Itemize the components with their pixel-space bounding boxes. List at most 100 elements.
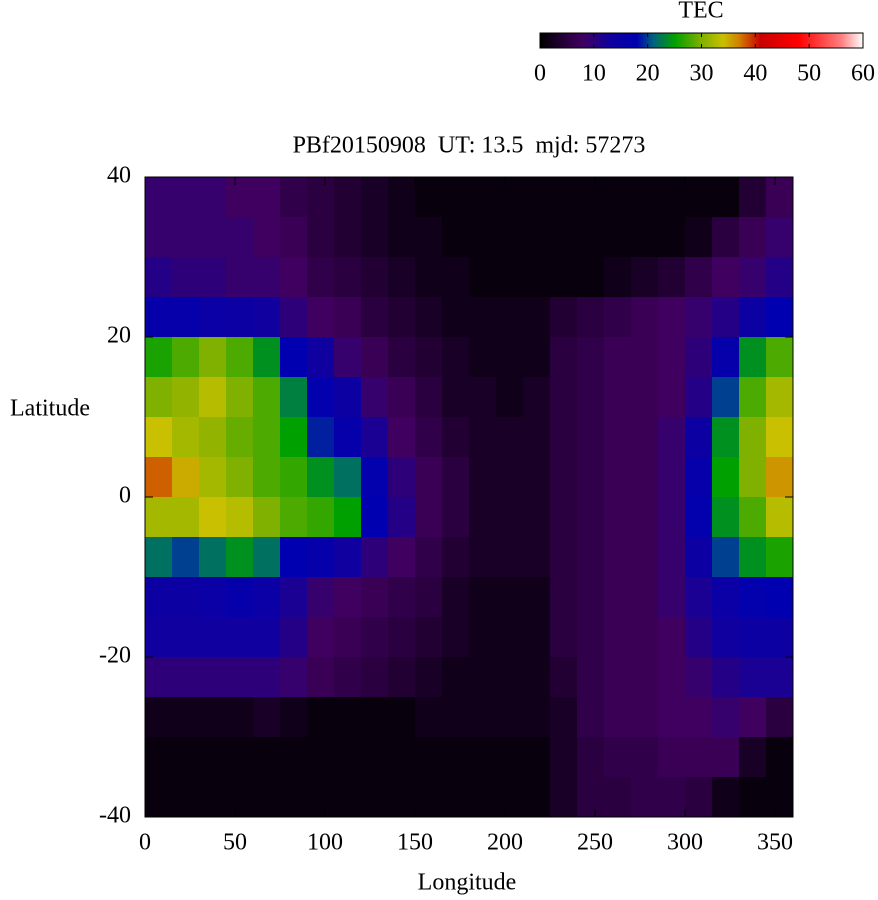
- heat-cell: [226, 417, 254, 458]
- heat-cell: [496, 737, 524, 778]
- heat-cell: [226, 297, 254, 338]
- heat-cell: [226, 657, 254, 698]
- heat-cell: [739, 177, 767, 218]
- x-tick-label: 250: [577, 830, 613, 856]
- heat-cell: [307, 417, 335, 458]
- heat-cell: [361, 297, 389, 338]
- heat-cell: [658, 377, 686, 418]
- heat-cell: [577, 177, 605, 218]
- heat-cell: [361, 737, 389, 778]
- heat-cell: [280, 297, 308, 338]
- heat-cell: [253, 217, 281, 258]
- heat-cell: [415, 257, 443, 298]
- heat-cell: [226, 737, 254, 778]
- heat-cell: [631, 697, 659, 738]
- heat-cell: [766, 577, 794, 618]
- heat-cell: [712, 337, 740, 378]
- heat-cell: [415, 377, 443, 418]
- heat-cell: [631, 377, 659, 418]
- y-tick-label: -40: [99, 803, 131, 829]
- heat-cell: [523, 457, 551, 498]
- heat-cell: [658, 217, 686, 258]
- heat-cell: [469, 377, 497, 418]
- heat-cell: [550, 417, 578, 458]
- heat-cell: [523, 777, 551, 818]
- heat-cell: [550, 697, 578, 738]
- heat-cell: [415, 737, 443, 778]
- heat-cell: [172, 697, 200, 738]
- heat-cell: [388, 657, 416, 698]
- heat-cell: [469, 537, 497, 578]
- heat-cell: [496, 337, 524, 378]
- heat-cell: [550, 617, 578, 658]
- heat-cell: [415, 537, 443, 578]
- heat-cell: [685, 777, 713, 818]
- heat-cell: [766, 377, 794, 418]
- heat-cell: [226, 337, 254, 378]
- heat-cell: [631, 217, 659, 258]
- heat-cell: [523, 377, 551, 418]
- heat-cell: [442, 697, 470, 738]
- heat-cell: [253, 777, 281, 818]
- heat-cell: [712, 457, 740, 498]
- heat-cell: [226, 377, 254, 418]
- heat-cell: [280, 497, 308, 538]
- heat-cell: [496, 697, 524, 738]
- y-tick-label: 0: [119, 483, 131, 509]
- heat-cell: [442, 537, 470, 578]
- heat-cell: [415, 177, 443, 218]
- heat-cell: [604, 537, 632, 578]
- heat-cell: [145, 537, 173, 578]
- heat-cell: [739, 297, 767, 338]
- heat-cell: [739, 697, 767, 738]
- heat-cell: [172, 217, 200, 258]
- heat-cell: [712, 377, 740, 418]
- heat-cell: [172, 297, 200, 338]
- heat-cell: [442, 737, 470, 778]
- colorbar-tick-label: 50: [797, 61, 821, 87]
- heat-cell: [334, 377, 362, 418]
- heat-cell: [226, 177, 254, 218]
- heat-cell: [415, 297, 443, 338]
- heat-cell: [361, 577, 389, 618]
- heat-cell: [307, 217, 335, 258]
- heat-cell: [766, 457, 794, 498]
- heat-cell: [496, 257, 524, 298]
- heat-cell: [280, 417, 308, 458]
- heat-cell: [172, 497, 200, 538]
- colorbar-tick-label: 30: [690, 61, 714, 87]
- heat-cell: [604, 217, 632, 258]
- heat-cell: [388, 697, 416, 738]
- heat-cell: [550, 297, 578, 338]
- colorbar-tick-label: 10: [582, 61, 606, 87]
- heat-cell: [604, 257, 632, 298]
- heat-cell: [577, 297, 605, 338]
- heat-cell: [577, 577, 605, 618]
- y-tick-label: 40: [107, 163, 131, 189]
- x-tick-label: 200: [487, 830, 523, 856]
- heat-cell: [442, 177, 470, 218]
- heat-cell: [658, 657, 686, 698]
- heat-cell: [604, 457, 632, 498]
- heat-cell: [361, 217, 389, 258]
- x-axis-label: Longitude: [418, 870, 517, 896]
- heat-cell: [307, 377, 335, 418]
- heat-cell: [172, 617, 200, 658]
- heat-cell: [253, 537, 281, 578]
- heat-cell: [550, 377, 578, 418]
- heat-cell: [631, 537, 659, 578]
- heat-cell: [253, 417, 281, 458]
- heat-cell: [253, 177, 281, 218]
- heat-cell: [253, 617, 281, 658]
- heat-cell: [415, 657, 443, 698]
- heat-cell: [199, 577, 227, 618]
- heat-cell: [199, 617, 227, 658]
- heat-cell: [712, 657, 740, 698]
- heat-cell: [739, 737, 767, 778]
- heat-cell: [685, 377, 713, 418]
- heat-cell: [226, 577, 254, 618]
- heat-cell: [577, 337, 605, 378]
- heat-cell: [334, 777, 362, 818]
- heat-cell: [145, 217, 173, 258]
- heat-cell: [334, 417, 362, 458]
